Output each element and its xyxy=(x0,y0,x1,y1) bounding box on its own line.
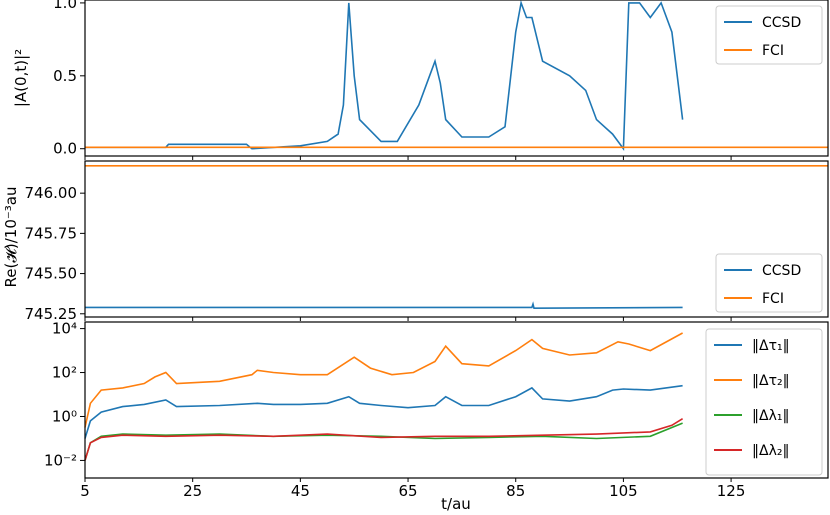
panel3-ytick-label: 10⁰ xyxy=(52,407,77,425)
panel2-ytick-label: 745.50 xyxy=(25,265,78,283)
xtick-label: 25 xyxy=(183,482,202,500)
panel2-legend: CCSD FCI xyxy=(715,253,823,313)
xtick-label: 45 xyxy=(291,482,310,500)
x-axis-label: t/au xyxy=(441,495,471,513)
panel2-ytick-label: 745.25 xyxy=(25,305,78,323)
panel1-legend: CCSD FCI xyxy=(715,5,823,65)
panel3-yticks: 10⁻² 10⁰ 10² 10⁴ xyxy=(44,320,85,469)
panel-energy: 745.25 745.50 745.75 746.00 Re(𝓗)/10⁻³au CC… xyxy=(2,160,829,323)
panel3-ytick-label: 10⁴ xyxy=(52,320,77,338)
panel1-frame xyxy=(84,0,829,157)
panel3-frame xyxy=(84,321,829,479)
panel-survival-amplitude: 0.0 0.5 1.0 |A(0,t)|² CCSD FCI xyxy=(12,0,829,158)
panel-norms: 10⁻² 10⁰ 10² 10⁴ ‖Δτ₁‖ ‖Δτ₂‖ ‖Δλ₁‖ ‖Δλ₂‖ xyxy=(44,320,829,479)
xtick-label: 65 xyxy=(398,482,417,500)
xtick-label: 5 xyxy=(80,482,90,500)
panel1-legend-label: CCSD xyxy=(762,15,801,31)
panel1-ytick-label: 0.0 xyxy=(53,140,77,158)
panel3-legend-label: ‖Δλ₂‖ xyxy=(752,443,789,459)
panel2-ytick-label: 746.00 xyxy=(25,184,78,202)
panel3-series-line-1 xyxy=(84,332,683,428)
panel3-legend-label: ‖Δτ₁‖ xyxy=(752,338,790,354)
panel1-ylabel: |A(0,t)|² xyxy=(12,49,30,107)
panel3-legend-label: ‖Δτ₂‖ xyxy=(752,373,790,389)
panel3-legend-label: ‖Δλ₁‖ xyxy=(752,408,789,424)
panel3-series-line-3 xyxy=(84,418,684,461)
panel3-series-line-0 xyxy=(84,384,683,439)
panel3-ytick-label: 10⁻² xyxy=(44,451,77,469)
panel3-ytick-label: 10² xyxy=(52,364,77,382)
x-axis: 5 25 45 65 85 105 125 xyxy=(80,156,745,500)
panel2-legend-label: CCSD xyxy=(762,263,801,279)
panel1-legend-label: FCI xyxy=(762,43,784,59)
panel2-ylabel: Re(𝓗)/10⁻³au xyxy=(2,187,20,288)
panel1-ytick-label: 1.0 xyxy=(53,0,77,12)
panel1-series xyxy=(85,0,828,152)
panel1-series-line-0 xyxy=(85,0,684,152)
panel2-series xyxy=(85,165,828,310)
panel1-yticks: 0.0 0.5 1.0 xyxy=(53,0,85,158)
panel3-legend-box xyxy=(705,328,823,476)
panel1-ytick-label: 0.5 xyxy=(53,67,77,85)
panel2-yticks: 745.25 745.50 745.75 746.00 xyxy=(25,184,85,323)
panel2-ytick-label: 745.75 xyxy=(25,224,78,242)
panel2-frame xyxy=(84,160,829,318)
panel3-series-line-2 xyxy=(84,422,683,461)
panel3-legend: ‖Δτ₁‖ ‖Δτ₂‖ ‖Δλ₁‖ ‖Δλ₂‖ xyxy=(705,328,823,476)
panel3-series xyxy=(84,332,684,461)
xtick-label: 105 xyxy=(609,482,638,500)
xtick-label: 125 xyxy=(717,482,746,500)
panel2-series-line-0 xyxy=(85,301,683,310)
panel2-legend-label: FCI xyxy=(762,291,784,307)
xtick-label: 85 xyxy=(506,482,525,500)
